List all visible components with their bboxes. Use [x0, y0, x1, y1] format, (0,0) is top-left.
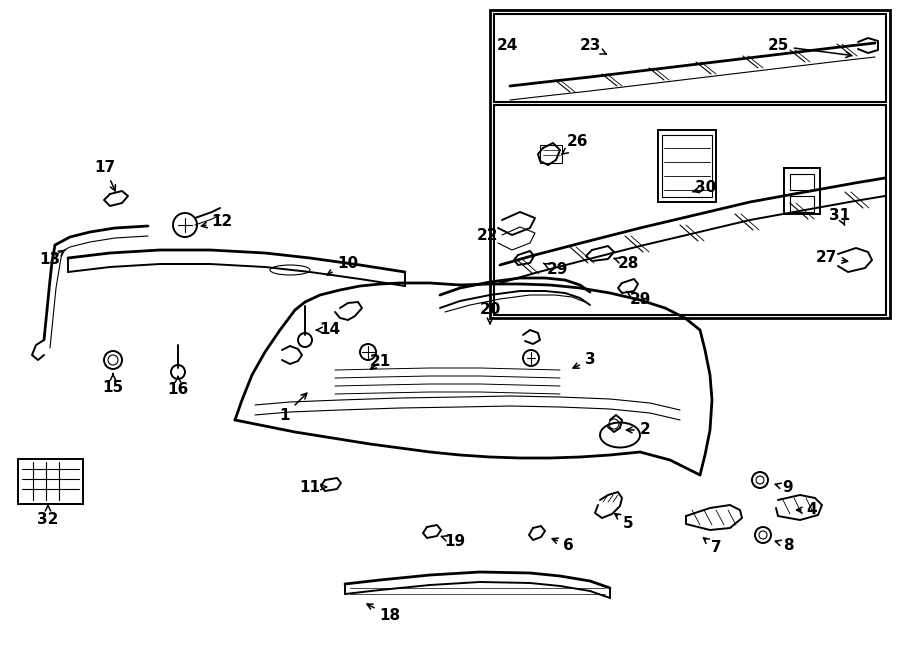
Text: 7: 7 [704, 538, 721, 555]
Text: 29: 29 [626, 292, 651, 307]
Bar [790, 174, 814, 190]
Bar [490, 10, 890, 318]
Text: 5: 5 [615, 514, 634, 531]
Text: 28: 28 [614, 256, 639, 270]
Text: 12: 12 [202, 215, 232, 229]
Bar [494, 105, 886, 315]
Text: 10: 10 [327, 256, 358, 275]
Text: 23: 23 [580, 38, 607, 54]
Text: 17: 17 [94, 161, 115, 191]
Text: 8: 8 [775, 537, 793, 553]
Bar [18, 459, 83, 504]
Text: 1: 1 [280, 393, 307, 422]
Text: 31: 31 [830, 208, 850, 225]
Text: 15: 15 [103, 374, 123, 395]
Text: 22: 22 [477, 229, 499, 243]
Text: 11: 11 [300, 479, 327, 494]
Text: 16: 16 [167, 376, 189, 397]
Text: 20: 20 [480, 303, 500, 324]
Text: 18: 18 [367, 604, 400, 623]
Text: 3: 3 [573, 352, 595, 368]
Text: 19: 19 [441, 533, 465, 549]
Text: 13: 13 [40, 250, 66, 268]
Text: 27: 27 [815, 251, 848, 266]
Text: 24: 24 [496, 38, 518, 54]
Text: 2: 2 [626, 422, 651, 438]
Text: 32: 32 [37, 506, 58, 527]
Text: 26: 26 [562, 134, 589, 154]
Text: 9: 9 [775, 481, 793, 496]
Text: 25: 25 [768, 38, 851, 58]
Bar [790, 196, 814, 212]
Text: 4: 4 [796, 502, 817, 518]
Bar [662, 135, 712, 197]
Text: 6: 6 [553, 537, 573, 553]
Text: 21: 21 [369, 354, 391, 369]
Bar [494, 14, 886, 102]
Bar [784, 168, 820, 214]
Text: 14: 14 [316, 323, 340, 338]
Text: 29: 29 [544, 262, 568, 278]
Bar [540, 145, 562, 163]
Bar [658, 130, 716, 202]
Text: 30: 30 [692, 180, 716, 196]
